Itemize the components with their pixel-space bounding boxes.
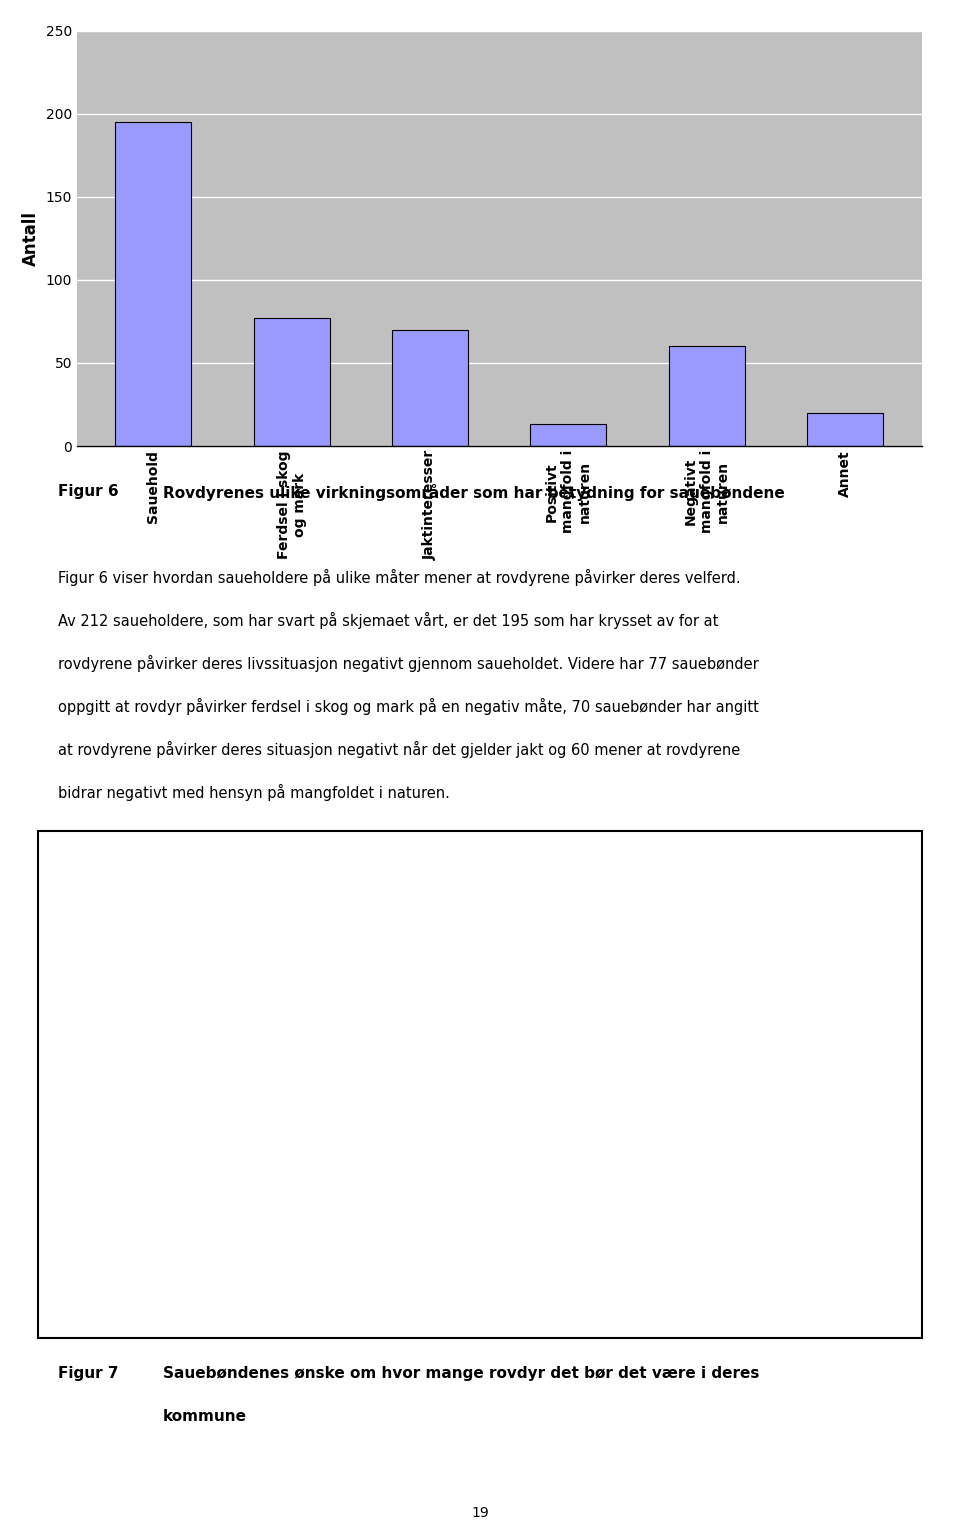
Text: Flere enn nå: Flere enn nå — [545, 1081, 632, 1095]
Text: Sauebøndenes ønske om hvor mange rovdyr det bør det være i deres: Sauebøndenes ønske om hvor mange rovdyr … — [163, 1366, 759, 1381]
Text: Figur 6: Figur 6 — [58, 484, 118, 500]
Text: Figur 6 viser hvordan saueholdere på ulike måter mener at rovdyrene påvirker der: Figur 6 viser hvordan saueholdere på uli… — [58, 569, 740, 586]
Bar — [669, 346, 745, 446]
Text: bidrar negativt med hensyn på mangfoldet i naturen.: bidrar negativt med hensyn på mangfoldet… — [58, 784, 449, 801]
Bar — [253, 318, 329, 446]
Bar — [499, 1186, 532, 1221]
Text: oppgitt at rovdyr påvirker ferdsel i skog og mark på en negativ måte, 70 sauebøn: oppgitt at rovdyr påvirker ferdsel i sko… — [58, 698, 758, 715]
Bar — [530, 424, 607, 446]
Bar — [392, 329, 468, 446]
Text: 19: 19 — [471, 1506, 489, 1520]
Text: Om lag så mange som
nå: Om lag så mange som nå — [545, 1187, 702, 1220]
Bar — [807, 412, 883, 446]
Wedge shape — [187, 943, 250, 1089]
Bar — [499, 961, 532, 998]
Text: rovdyrene påvirker deres livssituasjon negativt gjennom saueholdet. Videre har 7: rovdyrene påvirker deres livssituasjon n… — [58, 655, 758, 672]
Text: Figur 7: Figur 7 — [58, 1366, 118, 1381]
Bar — [115, 122, 191, 446]
Text: at rovdyrene påvirker deres situasjon negativt når det gjelder jakt og 60 mener : at rovdyrene påvirker deres situasjon ne… — [58, 741, 740, 758]
Wedge shape — [180, 957, 250, 1089]
Y-axis label: Antall: Antall — [22, 211, 40, 266]
Bar — [499, 1070, 532, 1106]
Text: kommune: kommune — [163, 1409, 248, 1424]
Wedge shape — [104, 943, 396, 1233]
Text: Færre enn nå: Færre enn nå — [545, 972, 638, 987]
Text: Rovdyrenes ulike virkningsområder som har betydning for sauebøndene: Rovdyrenes ulike virkningsområder som ha… — [163, 484, 785, 501]
FancyBboxPatch shape — [480, 907, 806, 1269]
Text: Av 212 saueholdere, som har svart på skjemaet vårt, er det 195 som har krysset a: Av 212 saueholdere, som har svart på skj… — [58, 612, 718, 629]
